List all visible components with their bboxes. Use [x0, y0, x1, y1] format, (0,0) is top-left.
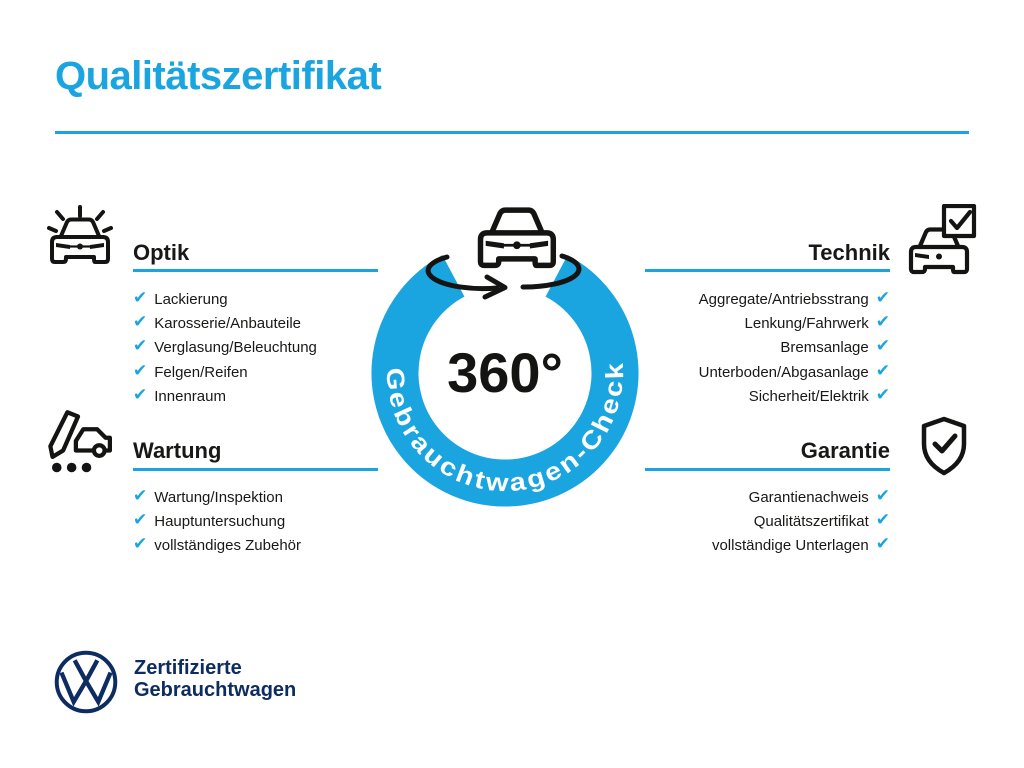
check-item-label: Wartung/Inspektion — [154, 488, 283, 506]
check-item: ✔ Hauptuntersuchung — [133, 509, 393, 533]
check-item: Aggregate/Antriebsstrang ✔ — [630, 287, 890, 311]
technik-checklist: Aggregate/Antriebsstrang ✔ Lenkung/Fahrwe… — [630, 287, 890, 409]
check-icon: ✔ — [875, 360, 890, 381]
garantie-underline — [645, 468, 890, 471]
wartung-checklist: ✔ Wartung/Inspektion ✔ Hauptuntersuchung ✔… — [133, 485, 393, 558]
check-item: ✔ vollständiges Zubehör — [133, 534, 393, 558]
check-icon: ✔ — [133, 360, 148, 381]
check-item-label: Hauptuntersuchung — [154, 513, 286, 531]
check-icon: ✔ — [133, 336, 148, 357]
check-icon: ✔ — [133, 485, 148, 506]
service-checklist-icon — [48, 410, 112, 473]
brand-line-2: Gebrauchtwagen — [134, 679, 297, 701]
car-checkbox-icon — [908, 204, 977, 275]
check-item: ✔ Verglasung/Beleuchtung — [133, 336, 393, 360]
vw-logo — [54, 650, 118, 714]
page-title: Qualitätszertifikat — [55, 54, 382, 98]
check-icon: ✔ — [875, 336, 890, 357]
wartung-underline — [133, 468, 378, 471]
check-item-label: vollständiges Zubehör — [154, 537, 302, 555]
check-icon: ✔ — [133, 312, 148, 333]
check-item: ✔ Wartung/Inspektion — [133, 485, 393, 509]
check-item-label: vollständige Unterlagen — [711, 537, 869, 555]
check-item-label: Lackierung — [154, 290, 228, 308]
car-360-rotate-icon — [425, 207, 582, 300]
check-icon: ✔ — [875, 534, 890, 555]
check-item: Qualitätszertifikat ✔ — [630, 509, 890, 533]
check-item-label: Sicherheit/Elektrik — [748, 388, 869, 406]
technik-underline — [645, 269, 890, 272]
check-icon: ✔ — [875, 287, 890, 308]
check-item-label: Verglasung/Beleuchtung — [154, 339, 317, 357]
check-item-label: Felgen/Reifen — [154, 363, 248, 381]
title-divider — [55, 131, 969, 134]
check-item-label: Qualitätszertifikat — [753, 513, 869, 531]
check-item: Sicherheit/Elektrik ✔ — [630, 385, 890, 409]
check-item-label: Aggregate/Antriebsstrang — [698, 290, 869, 308]
check-icon: ✔ — [133, 385, 148, 406]
check-item: ✔ Karosserie/Anbauteile — [133, 311, 393, 335]
car-shine-icon — [47, 205, 113, 264]
check-item-label: Bremsanlage — [780, 339, 869, 357]
check-ring — [371, 255, 639, 507]
check-icon: ✔ — [875, 385, 890, 406]
check-item: Lenkung/Fahrwerk ✔ — [630, 311, 890, 335]
optik-checklist: ✔ Lackierung ✔ Karosserie/Anbauteile ✔ Verg… — [133, 287, 393, 409]
check-item-label: Innenraum — [154, 388, 226, 406]
check-icon: ✔ — [875, 485, 890, 506]
check-item-label: Garantienachweis — [748, 488, 869, 506]
optik-underline — [133, 269, 378, 272]
section-heading-optik: Optik — [133, 240, 190, 265]
check-icon: ✔ — [875, 312, 890, 333]
check-item: ✔ Lackierung — [133, 287, 393, 311]
degrees-label: 360° — [447, 341, 563, 404]
check-item: Bremsanlage ✔ — [630, 336, 890, 360]
check-icon: ✔ — [133, 510, 148, 531]
check-icon: ✔ — [133, 534, 148, 555]
check-item: ✔ Innenraum — [133, 385, 393, 409]
check-item-label: Lenkung/Fahrwerk — [744, 315, 869, 333]
check-icon: ✔ — [875, 510, 890, 531]
shield-check-icon — [921, 416, 967, 476]
section-heading-garantie: Garantie — [800, 438, 890, 463]
check-item: Garantienachweis ✔ — [630, 485, 890, 509]
brand-line-1: Zertifizierte — [134, 657, 242, 679]
check-icon: ✔ — [133, 287, 148, 308]
section-heading-wartung: Wartung — [133, 438, 222, 463]
check-item-label: Karosserie/Anbauteile — [154, 315, 302, 333]
check-item: ✔ Felgen/Reifen — [133, 360, 393, 384]
check-item: vollständige Unterlagen ✔ — [630, 534, 890, 558]
check-item: Unterboden/Abgasanlage ✔ — [630, 360, 890, 384]
garantie-checklist: Garantienachweis ✔ Qualitätszertifikat ✔ v… — [630, 485, 890, 558]
section-heading-technik: Technik — [808, 240, 890, 265]
check-item-label: Unterboden/Abgasanlage — [698, 363, 869, 381]
brand-text: Zertifizierte Gebrauchtwagen — [134, 657, 296, 701]
